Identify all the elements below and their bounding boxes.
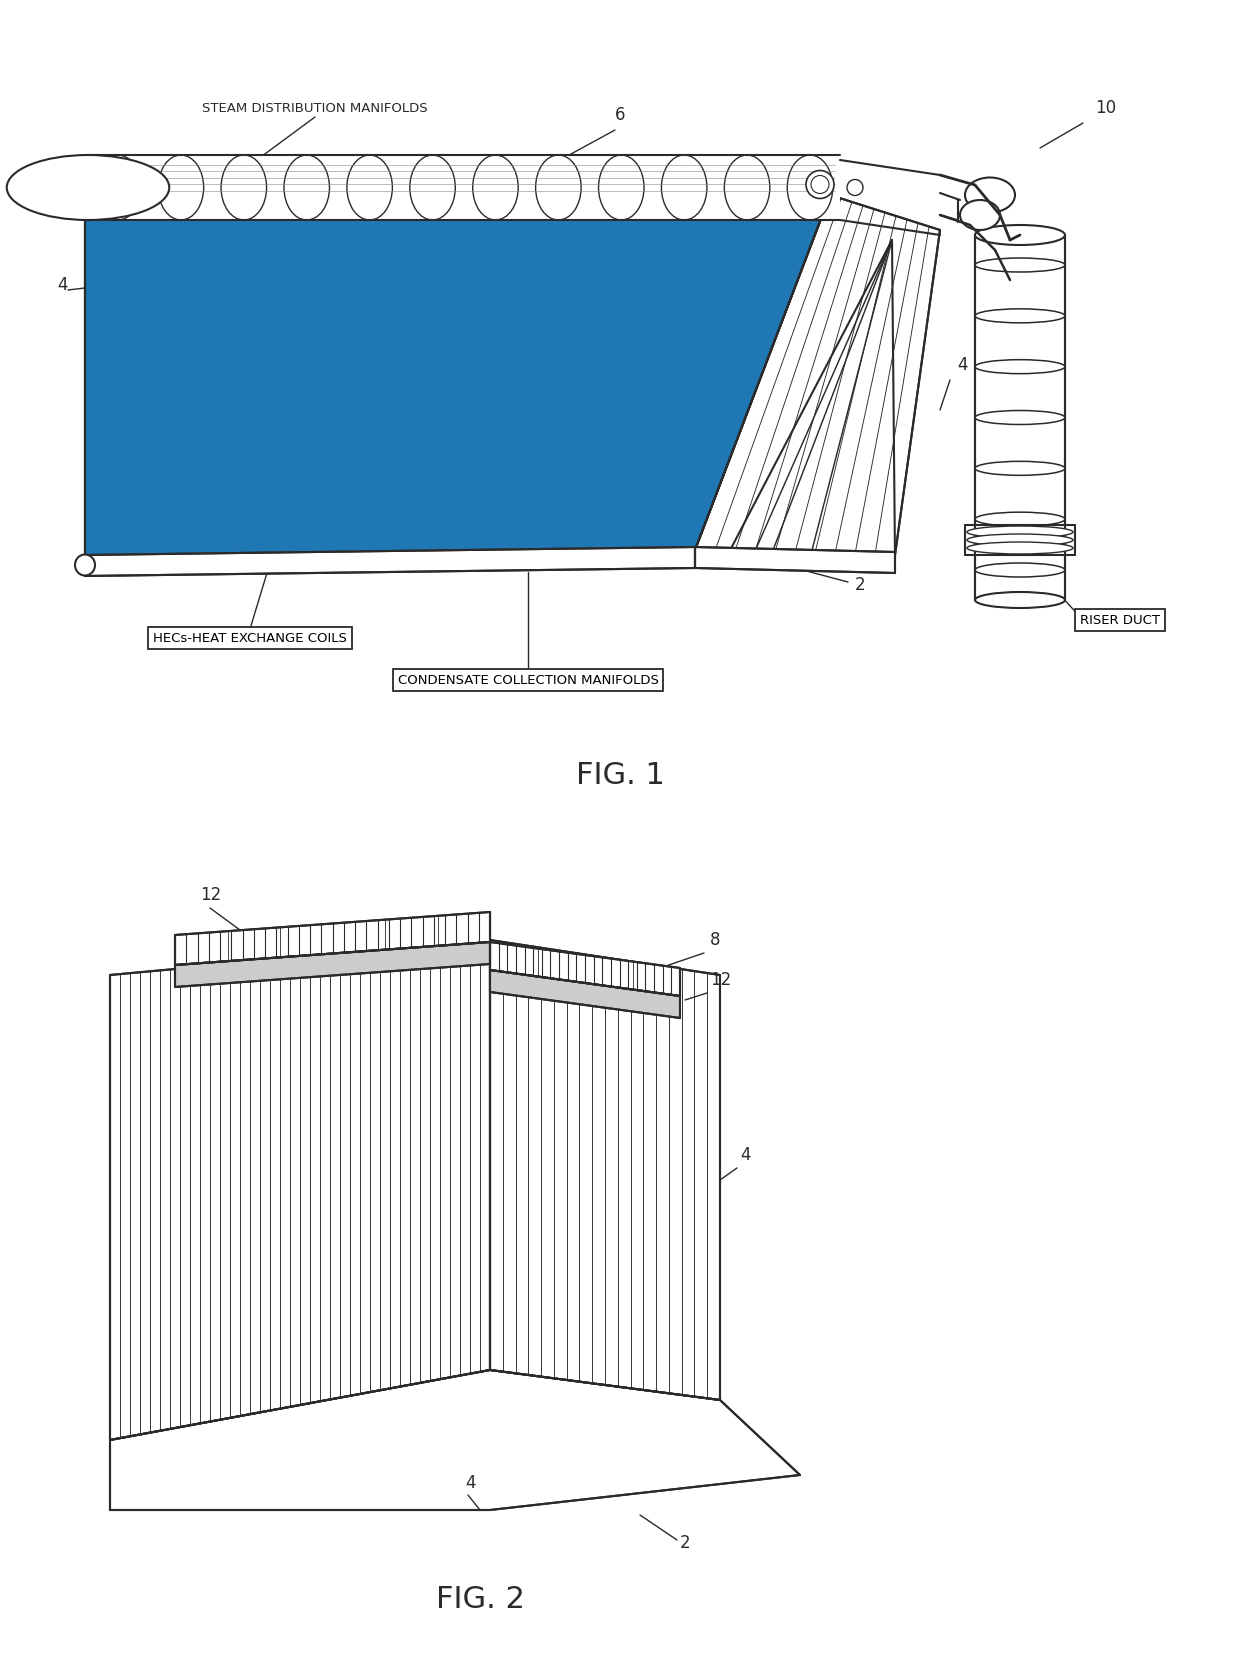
Ellipse shape — [975, 258, 1065, 273]
Polygon shape — [694, 547, 895, 574]
Ellipse shape — [661, 155, 707, 220]
Ellipse shape — [221, 155, 267, 220]
Polygon shape — [110, 1370, 800, 1509]
Polygon shape — [490, 970, 680, 1018]
Ellipse shape — [975, 309, 1065, 322]
Polygon shape — [490, 941, 720, 1400]
Text: 4: 4 — [740, 1146, 750, 1164]
Polygon shape — [694, 195, 940, 555]
Polygon shape — [86, 195, 830, 560]
Text: 6: 6 — [615, 106, 625, 124]
Ellipse shape — [599, 155, 644, 220]
Polygon shape — [490, 942, 680, 997]
Ellipse shape — [347, 155, 392, 220]
Text: RISER DUCT: RISER DUCT — [1080, 613, 1159, 626]
Ellipse shape — [967, 542, 1073, 554]
Ellipse shape — [724, 155, 770, 220]
Ellipse shape — [472, 155, 518, 220]
Text: HECs-HEAT EXCHANGE COILS: HECs-HEAT EXCHANGE COILS — [153, 631, 347, 645]
Ellipse shape — [975, 410, 1065, 425]
Ellipse shape — [975, 564, 1065, 577]
Text: 2: 2 — [856, 575, 866, 593]
Ellipse shape — [975, 360, 1065, 374]
Text: 2: 2 — [680, 1534, 691, 1552]
Ellipse shape — [975, 461, 1065, 476]
Ellipse shape — [159, 155, 203, 220]
Text: 4: 4 — [465, 1474, 475, 1493]
Ellipse shape — [967, 534, 1073, 545]
Ellipse shape — [975, 225, 1065, 245]
Text: 12: 12 — [711, 970, 732, 988]
Ellipse shape — [965, 177, 1016, 213]
Text: 10: 10 — [1095, 99, 1116, 117]
Polygon shape — [175, 942, 490, 987]
Ellipse shape — [787, 155, 833, 220]
Ellipse shape — [811, 175, 830, 193]
Ellipse shape — [74, 554, 95, 575]
Ellipse shape — [806, 170, 835, 198]
Text: 8: 8 — [711, 931, 720, 949]
FancyBboxPatch shape — [88, 155, 839, 220]
Ellipse shape — [975, 512, 1065, 526]
Polygon shape — [175, 912, 490, 965]
Text: 4: 4 — [957, 355, 967, 374]
Text: 12: 12 — [200, 886, 221, 904]
Text: FIG. 2: FIG. 2 — [435, 1585, 525, 1615]
Ellipse shape — [967, 526, 1073, 537]
FancyBboxPatch shape — [975, 235, 1065, 600]
Ellipse shape — [960, 200, 999, 230]
Polygon shape — [86, 547, 694, 575]
Ellipse shape — [847, 180, 863, 195]
Ellipse shape — [95, 155, 141, 220]
Ellipse shape — [284, 155, 330, 220]
Text: FIG. 1: FIG. 1 — [575, 760, 665, 790]
Ellipse shape — [6, 155, 169, 220]
Text: 4: 4 — [57, 276, 67, 294]
Text: STEAM DISTRIBUTION MANIFOLDS: STEAM DISTRIBUTION MANIFOLDS — [202, 101, 428, 114]
Ellipse shape — [409, 155, 455, 220]
Text: CONDENSATE COLLECTION MANIFOLDS: CONDENSATE COLLECTION MANIFOLDS — [398, 673, 658, 686]
Polygon shape — [86, 195, 830, 560]
Ellipse shape — [536, 155, 582, 220]
Polygon shape — [110, 941, 490, 1440]
Ellipse shape — [975, 592, 1065, 608]
